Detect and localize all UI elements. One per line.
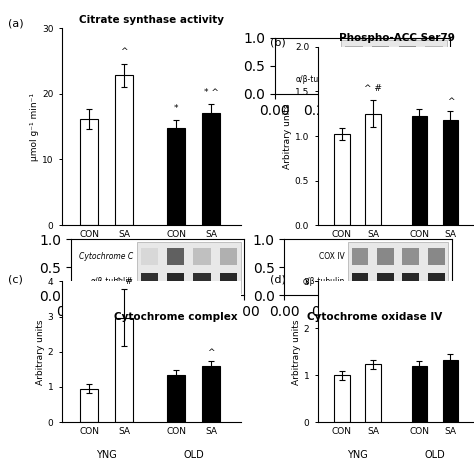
Bar <box>193 248 211 265</box>
Bar <box>80 119 98 225</box>
Text: COX IV: COX IV <box>319 251 345 261</box>
Text: Cytochrome oxidase IV: Cytochrome oxidase IV <box>308 312 443 322</box>
Text: ^ #: ^ # <box>364 84 382 93</box>
Bar <box>115 76 133 225</box>
Bar <box>402 273 419 290</box>
Bar <box>411 366 427 422</box>
Text: OLD: OLD <box>183 265 204 274</box>
Text: OLD: OLD <box>424 261 445 271</box>
Bar <box>399 71 416 88</box>
Text: YNG: YNG <box>96 450 117 460</box>
Bar <box>141 248 158 265</box>
Bar <box>202 113 220 225</box>
Bar <box>341 40 447 91</box>
Bar <box>365 364 381 422</box>
Text: YNG: YNG <box>347 261 368 271</box>
Text: ^ #: ^ # <box>115 277 133 286</box>
Bar <box>167 375 185 422</box>
Bar <box>334 375 350 422</box>
Bar <box>377 273 394 290</box>
Bar <box>80 389 98 422</box>
Bar <box>167 273 184 290</box>
Text: *: * <box>174 105 179 113</box>
Bar <box>141 273 158 290</box>
Text: Cytochrome C: Cytochrome C <box>79 251 134 261</box>
Bar <box>399 46 416 63</box>
Text: α/β-tubulin: α/β-tubulin <box>302 277 345 286</box>
Bar <box>428 248 445 265</box>
Bar <box>193 273 211 290</box>
Bar <box>402 248 419 265</box>
Bar <box>372 46 390 63</box>
Text: ^: ^ <box>120 47 128 56</box>
Text: (b): (b) <box>270 38 285 48</box>
Title: Phospho-ACC Ser79: Phospho-ACC Ser79 <box>339 33 455 43</box>
Y-axis label: μmol g⁻¹ min⁻¹: μmol g⁻¹ min⁻¹ <box>30 93 39 160</box>
Bar <box>425 71 443 88</box>
Bar <box>137 242 241 293</box>
Text: (c): (c) <box>8 274 23 284</box>
Text: ^: ^ <box>447 97 454 106</box>
Y-axis label: Arbitrary units: Arbitrary units <box>36 319 45 385</box>
Bar <box>115 318 133 422</box>
Bar <box>443 360 458 422</box>
Bar <box>220 248 237 265</box>
Bar <box>167 248 184 265</box>
Bar <box>411 116 427 225</box>
Bar <box>167 128 185 225</box>
Bar <box>377 248 394 265</box>
Bar <box>348 242 448 293</box>
Title: Citrate synthase activity: Citrate synthase activity <box>79 15 224 24</box>
Bar <box>428 273 445 290</box>
Bar <box>443 120 458 225</box>
Bar <box>220 273 237 290</box>
Text: α/β-tubulin: α/β-tubulin <box>91 277 134 286</box>
Text: (a): (a) <box>8 18 23 28</box>
Bar <box>425 46 443 63</box>
Bar <box>346 71 363 88</box>
Bar <box>346 46 363 63</box>
Text: Cytochrome complex: Cytochrome complex <box>114 312 238 322</box>
Bar <box>365 114 381 225</box>
Bar <box>202 366 220 422</box>
Text: YNG: YNG <box>96 265 117 274</box>
Text: ^: ^ <box>207 348 215 357</box>
Bar <box>372 71 390 88</box>
Text: (d): (d) <box>270 274 286 284</box>
Text: pACC: pACC <box>318 50 338 59</box>
Bar <box>352 248 368 265</box>
Y-axis label: Arbitrary units: Arbitrary units <box>292 319 301 385</box>
Bar <box>352 273 368 290</box>
Text: YNG: YNG <box>347 450 368 460</box>
Text: OLD: OLD <box>424 450 445 460</box>
Text: α/β-tubulin: α/β-tubulin <box>296 75 338 84</box>
Y-axis label: Arbitrary units: Arbitrary units <box>283 103 292 169</box>
Text: OLD: OLD <box>183 450 204 460</box>
Bar <box>334 134 350 225</box>
Text: * ^: * ^ <box>204 88 219 97</box>
